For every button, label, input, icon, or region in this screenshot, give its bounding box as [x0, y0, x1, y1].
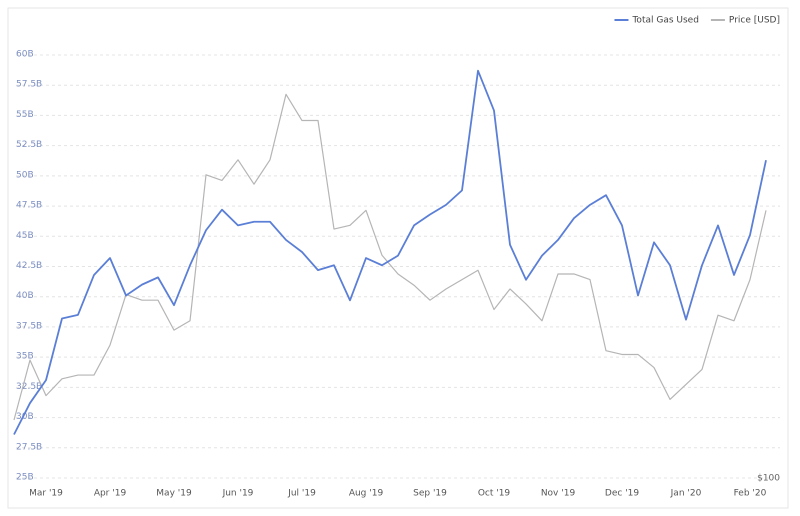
x-tick-label: Jan '20	[670, 489, 702, 499]
y2-tick-label: $100	[757, 474, 780, 484]
y-tick-label: 30B	[16, 412, 34, 422]
x-tick-label: Dec '19	[605, 489, 639, 499]
x-tick-label: Nov '19	[541, 489, 576, 499]
x-tick-label: Feb '20	[734, 489, 767, 499]
y-tick-label: 50B	[16, 170, 34, 180]
y-tick-label: 45B	[16, 231, 34, 241]
y-tick-label: 55B	[16, 110, 34, 120]
y-tick-label: 27.5B	[16, 442, 42, 452]
y-tick-label: 42.5B	[16, 261, 42, 271]
x-tick-label: May '19	[156, 489, 192, 499]
series-line	[13, 69, 767, 435]
y-tick-label: 52.5B	[16, 140, 42, 150]
x-tick-label: Mar '19	[29, 489, 63, 499]
y-tick-label: 35B	[16, 352, 34, 362]
y-tick-label: 47.5B	[16, 201, 42, 211]
y-tick-label: 57.5B	[16, 80, 42, 90]
series-line	[13, 93, 767, 421]
x-tick-label: Jun '19	[222, 489, 254, 499]
legend-label[interactable]: Price [USD]	[729, 16, 780, 26]
x-tick-label: Oct '19	[478, 489, 511, 499]
x-tick-label: Jul '19	[287, 489, 316, 499]
x-tick-label: Aug '19	[349, 489, 384, 499]
chart-frame	[7, 7, 789, 509]
legend-label[interactable]: Total Gas Used	[631, 16, 698, 26]
y-tick-label: 60B	[16, 50, 34, 60]
y-tick-label: 40B	[16, 291, 34, 301]
y-tick-label: 25B	[16, 473, 34, 483]
x-tick-label: Apr '19	[94, 489, 127, 499]
y-tick-label: 37.5B	[16, 321, 42, 331]
x-tick-label: Sep '19	[413, 489, 447, 499]
y-tick-label: 32.5B	[16, 382, 42, 392]
